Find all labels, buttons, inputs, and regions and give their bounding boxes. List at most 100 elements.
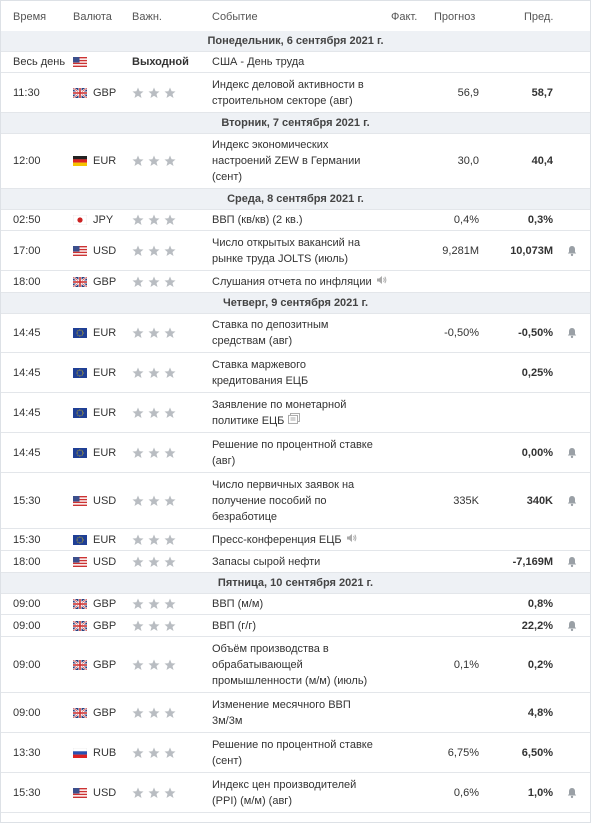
flag-icon xyxy=(72,275,88,288)
event: Число первичных заявок на получение пособ… xyxy=(212,477,354,525)
previous: -7,169M xyxy=(512,555,553,568)
event-row: 14:45 EUR Ставка маржевого кредитования ЕЦБ… xyxy=(1,353,590,393)
time: 11:30 xyxy=(13,86,40,99)
previous: 58,7 xyxy=(531,86,553,99)
flag-icon xyxy=(72,658,88,671)
event-line: ВВП (м/м) xyxy=(212,597,264,610)
event-row: 18:00 GBP Слушания отчета по инфляции xyxy=(1,271,590,293)
flag-icon xyxy=(72,86,88,99)
event: Индекс цен производителей (PPI) (м/м) (ав… xyxy=(212,777,356,809)
currency: GBP xyxy=(93,658,117,671)
event-line: (авг) xyxy=(212,454,236,467)
flag-icon xyxy=(73,556,87,567)
forecast: 30,0 xyxy=(457,154,479,167)
flag-icon xyxy=(72,619,88,632)
flag-icon xyxy=(72,214,88,225)
time: 14:45 xyxy=(13,366,41,379)
event-line: Число открытых вакансий на xyxy=(212,236,361,249)
currency: GBP xyxy=(93,597,117,610)
alert-bell[interactable] xyxy=(567,327,577,338)
time: 09:00 xyxy=(13,619,41,632)
importance-stars xyxy=(132,87,180,99)
event-line: Объём производства в xyxy=(212,642,329,655)
flag-icon xyxy=(73,56,87,67)
time: 14:45 xyxy=(13,446,41,459)
event: США - День труда xyxy=(212,54,304,70)
importance-stars xyxy=(132,620,180,632)
importance-stars xyxy=(132,787,180,799)
flag-icon xyxy=(73,407,87,418)
event-line: политике ЕЦБ xyxy=(212,412,346,428)
flag-icon xyxy=(73,447,87,458)
event-line: Индекс экономических xyxy=(212,138,329,151)
event: Запасы сырой нефти xyxy=(212,554,320,570)
flag-icon xyxy=(73,245,87,256)
forecast: 6,75% xyxy=(447,746,479,759)
currency: EUR xyxy=(93,154,117,167)
currency: USD xyxy=(93,786,117,799)
event-line: получение пособий по xyxy=(212,494,327,507)
event-line: Ставка маржевого xyxy=(212,358,307,371)
event-line: строительном секторе (авг) xyxy=(212,94,353,107)
event: Ставка маржевого кредитования ЕЦБ xyxy=(212,357,308,389)
currency: EUR xyxy=(93,446,117,459)
time: 09:00 xyxy=(13,658,41,671)
event-row: 02:50 JPY ВВП (кв/кв) (2 кв.) 0,4% 0,3% xyxy=(1,209,590,231)
event: Пресс-конференция ЕЦБ xyxy=(212,531,357,547)
previous: -0,50% xyxy=(518,326,553,339)
event: Решение по процентной ставке (авг) xyxy=(212,437,373,469)
forecast: 0,1% xyxy=(453,658,479,671)
event-row: 15:30 EUR Пресс-конференция ЕЦБ xyxy=(1,529,590,551)
event: Объём производства в обрабатывающей промыш… xyxy=(212,641,367,689)
alert-bell[interactable] xyxy=(567,787,577,798)
alert-bell[interactable] xyxy=(567,495,577,506)
time: 14:45 xyxy=(13,406,41,419)
header-previous: Пред. xyxy=(524,11,554,23)
time: 18:00 xyxy=(13,275,41,288)
previous: 1,0% xyxy=(527,786,553,799)
time: 09:00 xyxy=(13,706,41,719)
flag-icon xyxy=(72,706,88,719)
previous: 0,25% xyxy=(521,366,553,379)
header-time: Время xyxy=(13,11,47,23)
event-line: средствам (авг) xyxy=(212,334,293,347)
alert-bell[interactable] xyxy=(567,620,577,631)
importance-stars xyxy=(132,155,180,167)
day-header: Четверг, 9 сентября 2021 г. xyxy=(1,293,590,314)
previous: 0,00% xyxy=(521,446,553,459)
event-row: 13:30 RUB Решение по процентной ставке (сен… xyxy=(1,733,590,773)
importance-stars xyxy=(132,407,180,419)
event: Индекс экономических настроений ZEW в Гер… xyxy=(212,137,360,185)
importance-label: Выходной xyxy=(132,55,189,68)
table-header: Время Валюта Важн. Событие Факт. Прогноз… xyxy=(1,1,590,32)
alert-bell[interactable] xyxy=(567,447,577,458)
time: 15:30 xyxy=(13,786,41,799)
flag-icon xyxy=(73,495,87,506)
flag-icon xyxy=(73,155,87,166)
day-header: Понедельник, 6 сентября 2021 г. xyxy=(1,31,590,52)
alert-bell[interactable] xyxy=(567,556,577,567)
flag-icon xyxy=(72,747,88,758)
previous: 6,50% xyxy=(521,746,553,759)
day-header: Среда, 8 сентября 2021 г. xyxy=(1,189,590,210)
event-row: 14:45 EUR Решение по процентной ставке (авг… xyxy=(1,433,590,473)
flag-icon xyxy=(73,367,87,378)
header-event: Событие xyxy=(212,11,258,23)
event-line: Пресс-конференция ЕЦБ xyxy=(212,531,357,547)
time: 15:30 xyxy=(13,533,41,546)
previous: 0,3% xyxy=(527,213,553,226)
event-line: безработице xyxy=(212,510,277,523)
event: ВВП (м/м) xyxy=(212,596,263,612)
importance-stars xyxy=(132,245,180,257)
event-icon xyxy=(376,274,387,290)
event-row: 15:30 USD Число первичных заявок на получен… xyxy=(1,473,590,529)
importance-stars xyxy=(132,659,180,671)
event-row: 09:00 GBP ВВП (м/м) 0,8% xyxy=(1,593,590,615)
event: Ставка по депозитным средствам (авг) xyxy=(212,317,328,349)
alert-bell[interactable] xyxy=(567,245,577,256)
importance-stars xyxy=(132,556,180,568)
event-line: Число первичных заявок на xyxy=(212,478,355,491)
currency: EUR xyxy=(93,406,117,419)
event-line: ВВП (кв/кв) (2 кв.) xyxy=(212,213,303,226)
event: Слушания отчета по инфляции xyxy=(212,273,387,289)
